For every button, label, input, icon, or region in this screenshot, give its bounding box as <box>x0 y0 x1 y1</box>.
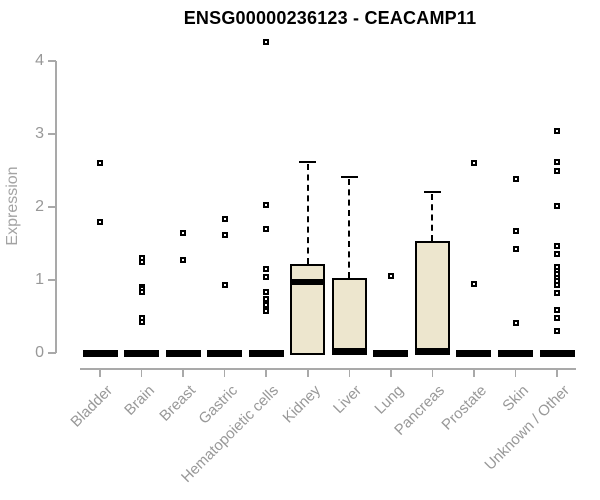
outlier-point <box>554 314 561 321</box>
outlier-point <box>263 225 270 232</box>
median-line <box>416 348 448 354</box>
outlier-point <box>554 328 561 335</box>
chart-title: ENSG00000236123 - CEACAMP11 <box>183 8 477 28</box>
outlier-point <box>263 39 270 46</box>
x-tick <box>265 369 267 377</box>
x-tick <box>99 369 101 377</box>
zero-bar <box>248 349 284 357</box>
x-tick <box>431 369 434 377</box>
outlier-point <box>263 274 270 281</box>
outlier-point <box>263 266 270 273</box>
x-tick <box>390 369 392 377</box>
outlier-point <box>180 230 187 237</box>
y-tick-label: 3 <box>35 125 44 142</box>
x-tick <box>307 369 309 377</box>
outlier-point <box>554 203 561 210</box>
whisker-line <box>348 179 351 278</box>
outlier-point <box>221 215 228 222</box>
y-tick <box>48 206 56 208</box>
outlier-point <box>138 289 145 296</box>
whisker-cap <box>340 176 358 179</box>
zero-bar <box>498 349 533 357</box>
outlier-point <box>512 176 519 183</box>
outlier-point <box>263 301 270 308</box>
x-tick <box>223 369 226 377</box>
y-tick-label: 0 <box>35 344 44 361</box>
zero-bar <box>165 349 201 357</box>
zero-bar <box>207 349 243 357</box>
x-tick <box>473 369 475 377</box>
zero-bar <box>456 349 492 357</box>
outlier-point <box>470 280 477 287</box>
zero-bar <box>539 349 575 357</box>
outlier-point <box>138 259 145 266</box>
median-line <box>292 279 324 286</box>
whisker-cap <box>423 191 441 194</box>
x-axis-line <box>80 368 576 370</box>
median-line <box>333 348 365 354</box>
outlier-point <box>554 282 561 289</box>
y-tick <box>48 279 56 281</box>
outlier-point <box>263 288 270 295</box>
box <box>331 277 367 355</box>
outlier-point <box>554 250 561 257</box>
y-tick-label: 2 <box>35 198 44 215</box>
outlier-point <box>554 128 561 135</box>
whisker-cap <box>299 160 317 163</box>
x-tick <box>348 369 351 377</box>
outlier-point <box>97 218 103 225</box>
outlier-point <box>263 307 270 314</box>
zero-bar <box>124 349 160 357</box>
outlier-point <box>554 290 561 297</box>
outlier-point <box>387 273 394 280</box>
y-tick-label: 1 <box>35 271 44 288</box>
x-tick <box>140 369 143 377</box>
outlier-point <box>470 160 477 167</box>
outlier-point <box>512 320 519 327</box>
outlier-point <box>554 158 561 165</box>
x-tick <box>514 369 517 377</box>
outlier-point <box>138 319 145 326</box>
whisker-line <box>431 194 434 241</box>
y-tick-label: 4 <box>35 52 44 69</box>
outlier-point <box>221 231 228 238</box>
outlier-point <box>97 160 103 167</box>
y-tick <box>48 133 56 135</box>
zero-bar <box>373 349 409 357</box>
y-tick <box>48 352 56 354</box>
outlier-point <box>554 306 561 313</box>
outlier-point <box>263 201 270 208</box>
outlier-point <box>554 242 561 249</box>
y-tick <box>48 60 56 62</box>
box <box>414 240 450 355</box>
box <box>290 263 326 355</box>
outlier-point <box>512 228 519 235</box>
x-tick <box>556 369 558 377</box>
outlier-point <box>554 168 561 175</box>
outlier-point <box>512 246 519 253</box>
outlier-point <box>221 282 228 289</box>
whisker-line <box>306 163 309 264</box>
outlier-point <box>263 295 270 302</box>
outlier-point <box>180 257 187 264</box>
zero-bar <box>82 349 118 357</box>
x-tick <box>182 369 184 377</box>
